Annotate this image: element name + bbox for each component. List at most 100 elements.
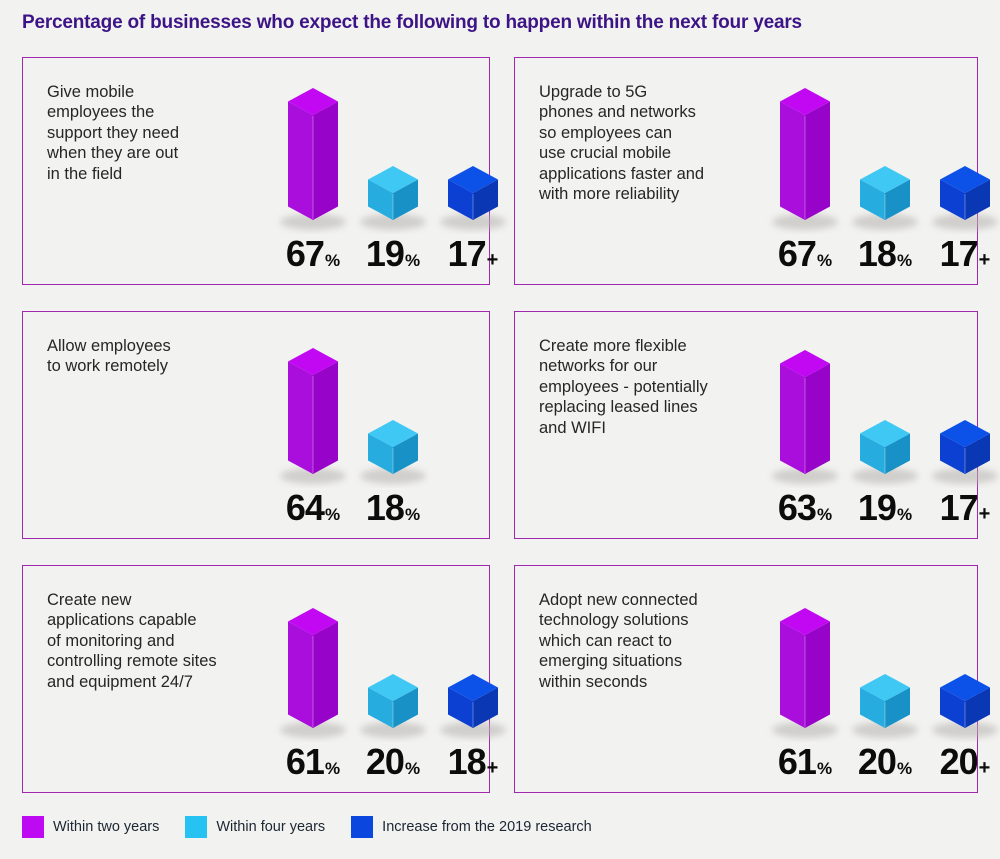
legend: Within two years Within four years Increas…	[22, 815, 978, 838]
bar-column-within-four-years: 20%	[845, 590, 925, 782]
bar-top-face	[780, 350, 830, 378]
description-line: to work remotely	[47, 357, 169, 376]
bar-value-label: 63%	[778, 488, 832, 528]
percent-suffix: %	[324, 505, 341, 525]
bar-top-face	[860, 166, 910, 194]
bar-column-increase-2019: 17+	[925, 336, 1000, 528]
description-line: which can react to	[539, 631, 672, 650]
bar-shadow	[360, 214, 426, 231]
bar-shadow	[852, 468, 918, 485]
bar-value-number: 18	[447, 741, 487, 783]
bar-value-label: 67%	[778, 234, 832, 274]
legend-label: Within two years	[53, 818, 160, 835]
bar-value-label: 20+	[940, 742, 991, 782]
bars-group: 61% 20% 20+	[765, 586, 1000, 792]
percent-suffix: %	[324, 759, 341, 779]
bar-shadow	[772, 468, 838, 485]
bar-left-face	[288, 621, 313, 729]
percent-suffix: %	[816, 759, 833, 779]
bar-left-face	[780, 621, 805, 729]
panel-4: Create more flexible networks for our empl…	[514, 310, 998, 539]
description-line: and equipment 24/7	[47, 672, 193, 691]
bar-top-face	[940, 674, 990, 702]
bar-value-number: 20	[365, 741, 405, 783]
bar-3d-increase-2019	[440, 674, 506, 739]
description-line: applications faster and	[539, 164, 705, 183]
bars-group: 61% 20% 18+	[273, 586, 513, 792]
bars-group: 67% 18% 17+	[765, 78, 1000, 284]
bar-top-face	[780, 88, 830, 116]
legend-item-within-two-years: Within two years	[22, 815, 160, 838]
description-line: in the field	[47, 164, 123, 183]
bar-right-face	[313, 101, 338, 221]
bar-3d-within-four-years	[852, 166, 918, 231]
bar-left-face	[288, 101, 313, 221]
bar-left-face	[780, 101, 805, 221]
legend-item-within-four-years: Within four years	[185, 815, 325, 838]
bar-value-label: 67%	[286, 234, 340, 274]
description-line: technology solutions	[539, 611, 689, 630]
description-line: applications capable	[47, 611, 197, 630]
bar-value-label: 17+	[940, 488, 991, 528]
bar-value-number: 20	[857, 741, 897, 783]
description-line: Upgrade to 5G	[539, 82, 648, 101]
bar-top-face	[288, 608, 338, 636]
bar-right-face	[805, 621, 830, 729]
bar-column-within-four-years: 20%	[353, 590, 433, 782]
plus-suffix: +	[978, 757, 991, 780]
bars-group: 67% 19% 17+	[273, 78, 513, 284]
bar-3d-within-four-years	[360, 166, 426, 231]
bar-top-face	[448, 166, 498, 194]
bar-top-face	[288, 88, 338, 116]
description-line: Create more flexible	[539, 336, 687, 355]
panel-description: Adopt new connected technology solutions w…	[539, 586, 765, 792]
bar-shadow	[280, 468, 346, 485]
bar-3d-within-two-years	[772, 350, 838, 485]
panel-description: Give mobile employees the support they nee…	[47, 78, 273, 284]
percent-suffix: %	[896, 505, 913, 525]
bar-3d-within-four-years	[852, 420, 918, 485]
bar-value-label: 18%	[366, 488, 420, 528]
description-line: use crucial mobile	[539, 144, 672, 163]
bar-3d-increase-2019	[440, 166, 506, 231]
bar-shadow	[440, 214, 506, 231]
description-line: when they are out	[47, 144, 179, 163]
bar-value-label: 19%	[366, 234, 420, 274]
panel-6: Adopt new connected technology solutions w…	[514, 564, 998, 793]
page-title: Percentage of businesses who expect the …	[22, 12, 802, 33]
bar-left-face	[780, 363, 805, 475]
description-line: employees - potentially	[539, 377, 708, 396]
panel-description: Create new applications capable of monitor…	[47, 586, 273, 792]
bar-shadow	[772, 722, 838, 739]
bar-column-within-two-years: 67%	[765, 82, 845, 274]
percent-suffix: %	[896, 251, 913, 271]
bar-value-number: 64	[285, 487, 325, 529]
bar-shadow	[440, 722, 506, 739]
bar-value-label: 17+	[940, 234, 991, 274]
bar-3d-increase-2019	[932, 420, 998, 485]
bar-top-face	[288, 348, 338, 376]
panel-2: Upgrade to 5G phones and networks so emplo…	[514, 56, 998, 285]
legend-swatch	[351, 815, 374, 838]
bar-column-within-two-years: 61%	[765, 590, 845, 782]
percent-suffix: %	[404, 505, 421, 525]
bar-column-increase-2019: 20+	[925, 590, 1000, 782]
description-line: emerging situations	[539, 652, 683, 671]
description-line: phones and networks	[539, 103, 696, 122]
bar-shadow	[280, 214, 346, 231]
bar-value-number: 19	[857, 487, 897, 529]
bar-top-face	[448, 674, 498, 702]
plus-suffix: +	[486, 757, 499, 780]
bar-shadow	[852, 722, 918, 739]
bar-value-number: 17	[447, 233, 487, 275]
bar-value-label: 20%	[366, 742, 420, 782]
percent-suffix: %	[816, 505, 833, 525]
description-line: replacing leased lines	[539, 398, 698, 417]
description-line: Adopt new connected	[539, 590, 698, 609]
panel-1: Give mobile employees the support they nee…	[22, 56, 506, 285]
bar-left-face	[288, 361, 313, 475]
bar-3d-within-two-years	[280, 608, 346, 739]
bar-shadow	[360, 468, 426, 485]
description-line: controlling remote sites	[47, 652, 217, 671]
bar-shadow	[280, 722, 346, 739]
